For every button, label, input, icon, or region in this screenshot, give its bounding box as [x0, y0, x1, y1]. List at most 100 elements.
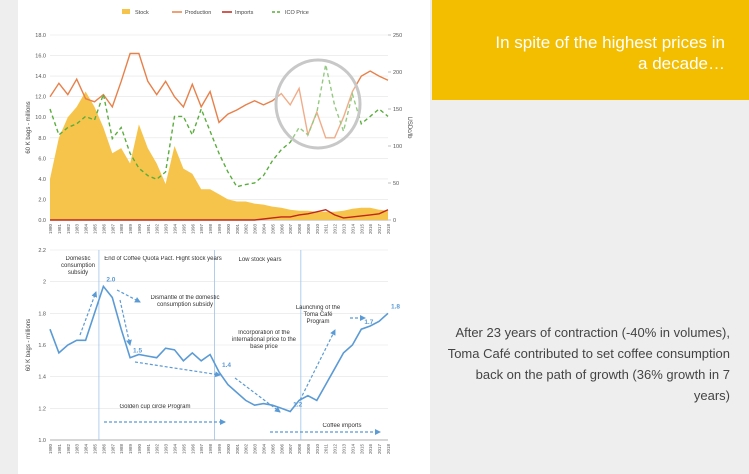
- x-tick-label: 2018: [386, 224, 391, 235]
- x-tick-label: 1998: [208, 224, 213, 235]
- x-tick-label: 1980: [48, 224, 53, 235]
- data-label: 1.4: [222, 362, 231, 369]
- x-tick-label: 2018: [386, 444, 391, 455]
- annotation: Coffee imports: [322, 423, 362, 429]
- x-tick-label: 2000: [226, 444, 231, 455]
- x-tick-label: 2007: [288, 224, 293, 235]
- x-tick-label: 1982: [66, 444, 71, 455]
- x-tick-label: 1997: [199, 224, 204, 235]
- x-tick-label: 2011: [324, 444, 329, 454]
- y-tick-label: 4.0: [38, 177, 46, 183]
- annotation: Domestic consumption subsidy: [60, 256, 96, 276]
- x-tick-label: 1994: [173, 444, 178, 455]
- x-tick-label: 1992: [155, 224, 160, 235]
- y2-tick-label: 0: [393, 218, 396, 224]
- annotation-text: Domestic consumption subsidy: [60, 256, 96, 276]
- x-tick-label: 1984: [84, 224, 89, 235]
- x-tick-label: 1986: [101, 444, 106, 455]
- x-tick-label: 1984: [84, 444, 89, 455]
- legend-label: Stock: [135, 10, 149, 16]
- y-tick-label: 16.0: [35, 54, 46, 60]
- line: [49, 64, 389, 188]
- x-tick-label: 1994: [173, 224, 178, 235]
- x-tick-label: 2004: [261, 444, 266, 455]
- legend-label: Production: [185, 10, 211, 16]
- legend-swatch: [122, 9, 130, 14]
- x-tick-label: 2013: [342, 444, 347, 455]
- x-tick-label: 2001: [235, 224, 240, 235]
- x-tick-label: 2013: [342, 224, 347, 235]
- x-tick-label: 1990: [137, 224, 142, 235]
- x-tick-label: 2012: [333, 224, 338, 235]
- x-tick-label: 1997: [199, 444, 204, 455]
- annotation-text: Dismantle of the domestic consumption su…: [150, 295, 220, 308]
- x-tick-label: 2015: [359, 444, 364, 455]
- y-tick-label: 12.0: [35, 95, 46, 101]
- x-tick-label: 2006: [279, 224, 284, 235]
- x-tick-label: 1995: [181, 224, 186, 235]
- x-tick-label: 2009: [306, 444, 311, 455]
- y-tick-label: 1.0: [38, 438, 46, 444]
- x-tick-label: 2010: [315, 444, 320, 455]
- annotation: Golden cup circle Program: [119, 404, 190, 410]
- y-axis-label: 60 K bags - millions: [26, 319, 32, 371]
- legend-label: ICO Price: [285, 10, 309, 16]
- x-tick-label: 1982: [66, 224, 71, 235]
- x-tick-label: 1998: [208, 444, 213, 455]
- x-tick-label: 2017: [377, 224, 382, 235]
- x-tick-label: 1999: [217, 224, 222, 235]
- data-label: 1.7: [364, 319, 373, 326]
- x-tick-label: 1995: [181, 444, 186, 455]
- x-tick-label: 2004: [261, 224, 266, 235]
- annotation-text: Incorporation of the international price…: [231, 330, 297, 350]
- x-tick-label: 2014: [350, 224, 355, 235]
- x-tick-label: 1985: [92, 224, 97, 235]
- x-tick-label: 1999: [217, 444, 222, 455]
- x-tick-label: 1981: [57, 444, 62, 455]
- x-tick-label: 2015: [359, 224, 364, 235]
- banner-text: In spite of the highest prices in a deca…: [495, 33, 725, 73]
- x-tick-label: 2011: [324, 224, 329, 234]
- body-text: After 23 years of contraction (-40% in v…: [447, 325, 730, 403]
- x-tick-label: 1988: [119, 224, 124, 235]
- y-tick-label: 1.6: [38, 343, 46, 349]
- x-tick-label: 2002: [244, 224, 249, 235]
- x-tick-label: 1983: [75, 224, 80, 235]
- x-tick-label: 1991: [146, 224, 151, 235]
- x-tick-label: 2003: [253, 224, 258, 235]
- x-tick-label: 1993: [164, 444, 169, 455]
- annotation-text: Coffee imports: [322, 423, 362, 429]
- x-tick-label: 1987: [110, 444, 115, 455]
- data-label: 1.2: [293, 402, 302, 409]
- x-tick-label: 2006: [279, 444, 284, 455]
- x-tick-label: 2003: [253, 444, 258, 455]
- annotation-text: Low stock years: [238, 257, 282, 263]
- chart-1: 1.0 1.2 1.4 1.6 1.8 2 2.2 60 K bags - millions 1…: [26, 248, 400, 454]
- y-tick-label: 1.2: [38, 406, 46, 412]
- x-tick-label: 2016: [368, 224, 373, 235]
- y-tick-label: 10.0: [35, 115, 46, 121]
- annotation-text: Launching of the Toma Café Program: [295, 305, 341, 325]
- annotation: Incorporation of the international price…: [231, 330, 297, 350]
- x-tick-label: 2001: [235, 444, 240, 455]
- x-tick-label: 2002: [244, 444, 249, 455]
- chart-0: 0.0 2.0 4.0 6.0 8.0 10.0 12.0 14.0 16.0 18.0 0 50 10…: [26, 9, 412, 234]
- annotation-text: End of Coffee Quota Pact. Hight stock ye…: [104, 256, 222, 262]
- x-tick-label: 1980: [48, 444, 53, 455]
- x-tick-label: 2009: [306, 224, 311, 235]
- x-tick-label: 2010: [315, 224, 320, 235]
- y-tick-label: 8.0: [38, 136, 46, 142]
- y2-tick-label: 150: [393, 107, 402, 113]
- y-tick-label: 2.0: [38, 197, 46, 203]
- x-tick-label: 2008: [297, 224, 302, 235]
- y2-tick-label: 250: [393, 33, 402, 39]
- trend-arrows: [79, 289, 381, 435]
- y2-tick-label: 100: [393, 144, 402, 150]
- y-tick-label: 18.0: [35, 33, 46, 39]
- y2-tick-label: 50: [393, 181, 399, 187]
- data-label: 1.8: [391, 303, 400, 310]
- x-tick-label: 1987: [110, 224, 115, 235]
- y2-tick-label: 200: [393, 70, 402, 76]
- y-tick-label: 1.8: [38, 311, 46, 317]
